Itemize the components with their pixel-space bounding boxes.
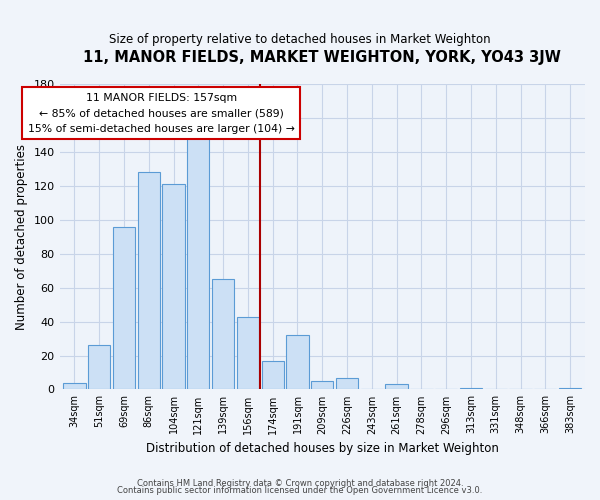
- Bar: [187, 135, 209, 390]
- Bar: [286, 335, 308, 390]
- Bar: [460, 388, 482, 390]
- Bar: [311, 381, 334, 390]
- Bar: [63, 382, 86, 390]
- Title: 11, MANOR FIELDS, MARKET WEIGHTON, YORK, YO43 3JW: 11, MANOR FIELDS, MARKET WEIGHTON, YORK,…: [83, 50, 561, 65]
- Bar: [88, 346, 110, 390]
- Bar: [163, 184, 185, 390]
- Text: Size of property relative to detached houses in Market Weighton: Size of property relative to detached ho…: [109, 32, 491, 46]
- X-axis label: Distribution of detached houses by size in Market Weighton: Distribution of detached houses by size …: [146, 442, 499, 455]
- Bar: [237, 316, 259, 390]
- Bar: [137, 172, 160, 390]
- Text: Contains HM Land Registry data © Crown copyright and database right 2024.: Contains HM Land Registry data © Crown c…: [137, 478, 463, 488]
- Bar: [336, 378, 358, 390]
- Bar: [212, 279, 234, 390]
- Bar: [385, 384, 408, 390]
- Bar: [113, 226, 135, 390]
- Text: 11 MANOR FIELDS: 157sqm
← 85% of detached houses are smaller (589)
15% of semi-d: 11 MANOR FIELDS: 157sqm ← 85% of detache…: [28, 92, 295, 134]
- Text: Contains public sector information licensed under the Open Government Licence v3: Contains public sector information licen…: [118, 486, 482, 495]
- Y-axis label: Number of detached properties: Number of detached properties: [15, 144, 28, 330]
- Bar: [262, 360, 284, 390]
- Bar: [559, 388, 581, 390]
